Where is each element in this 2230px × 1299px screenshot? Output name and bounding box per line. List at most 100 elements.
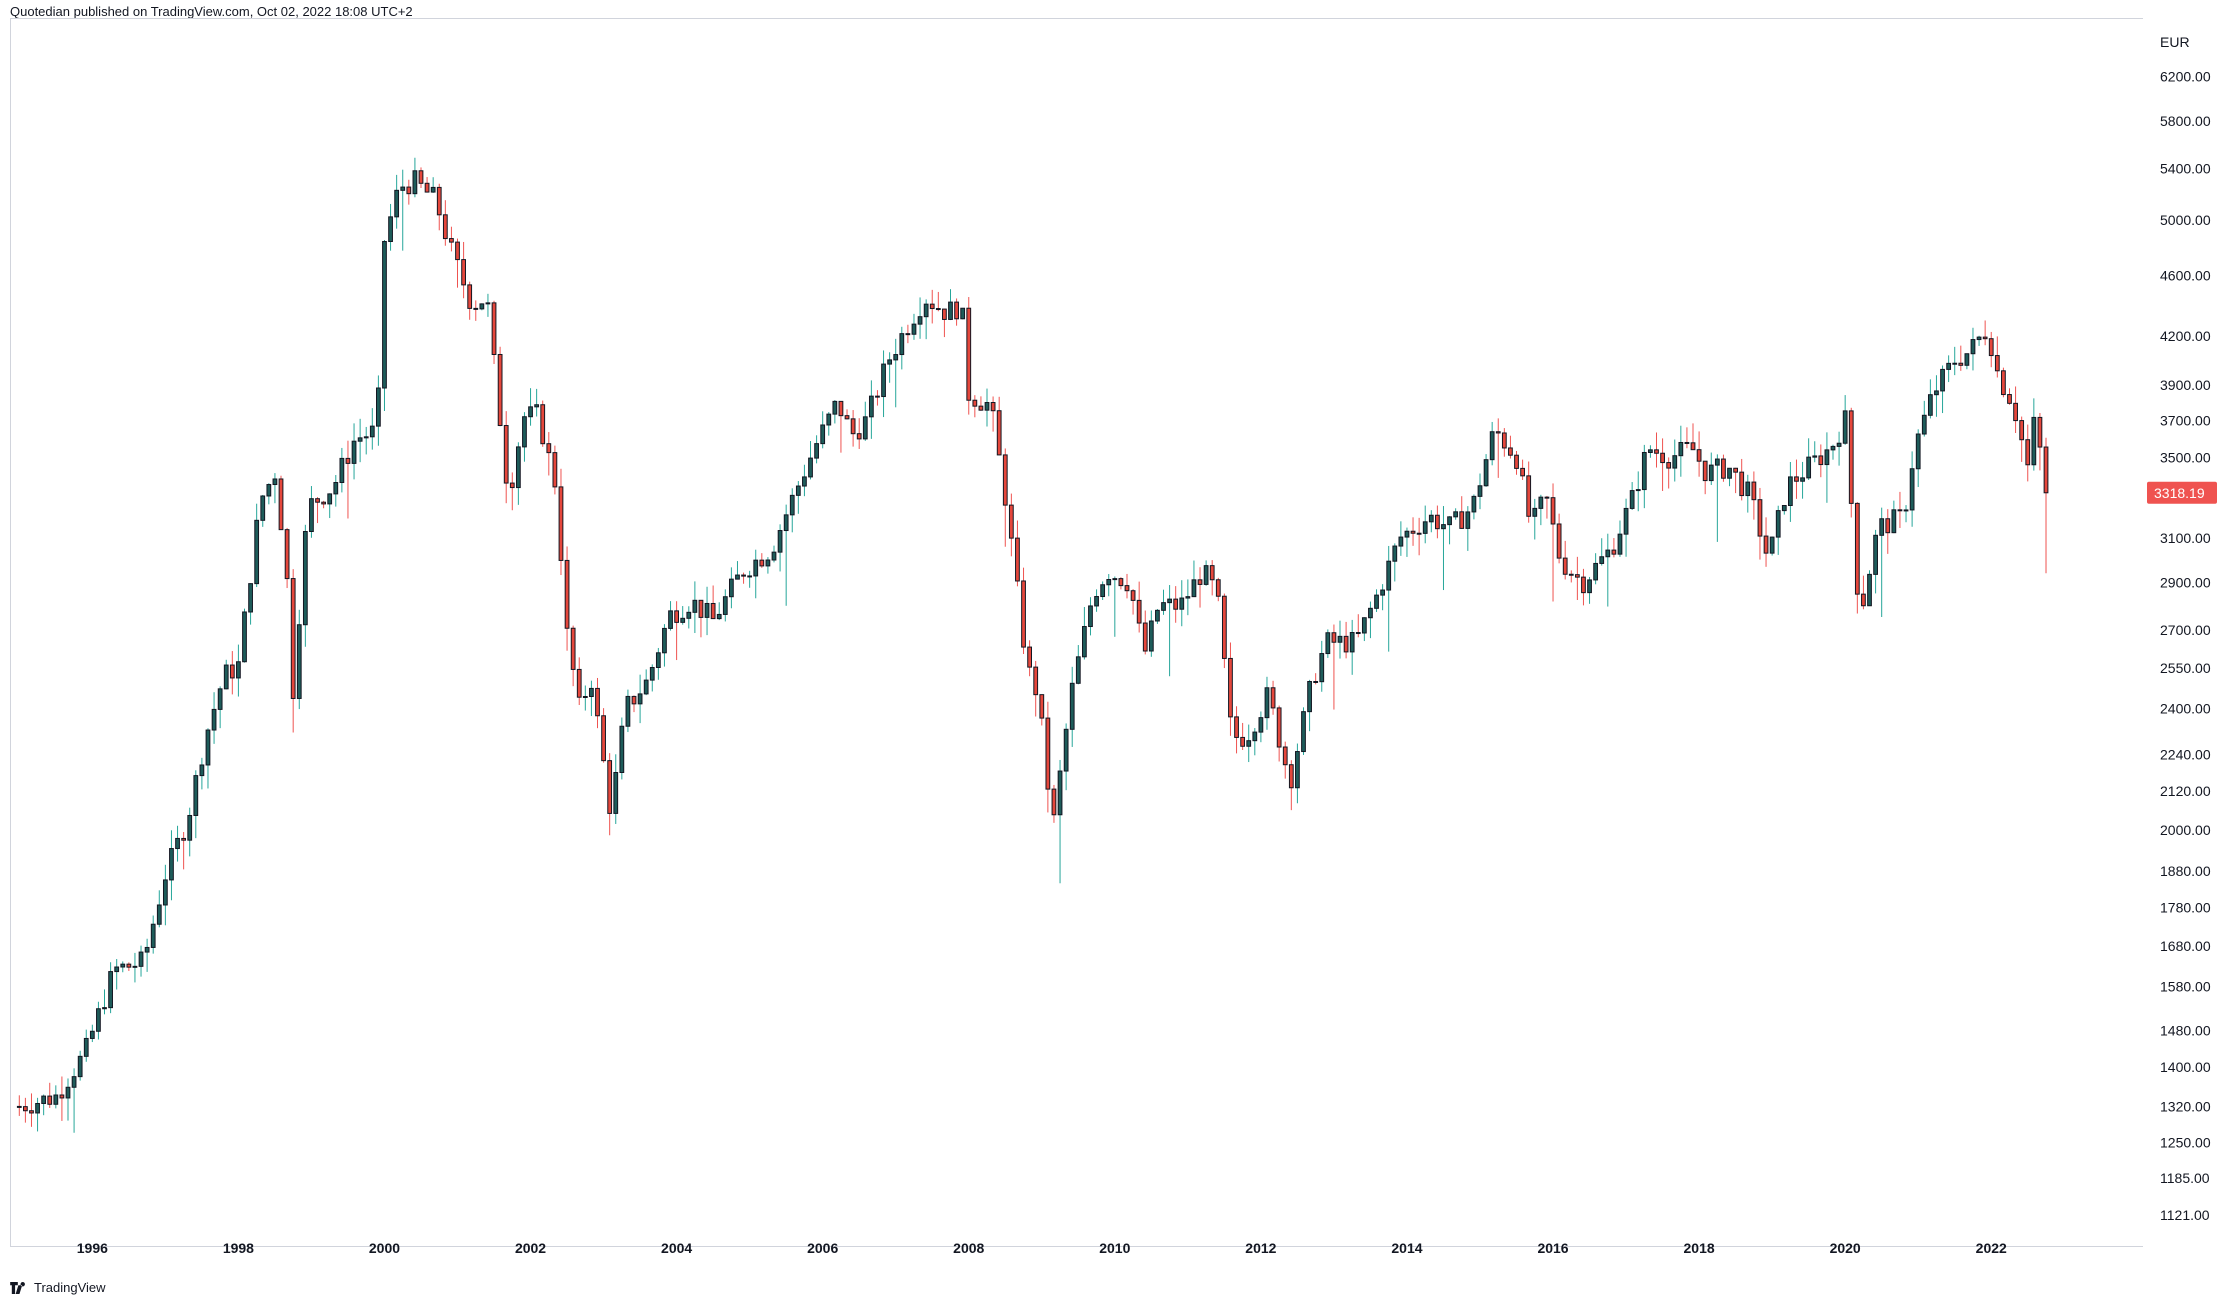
candle-down: [1739, 458, 1745, 501]
last-price-label: 3318.19: [2154, 485, 2205, 501]
candle-body: [1623, 507, 1629, 535]
candle-body: [1118, 578, 1124, 587]
candle-body: [290, 578, 296, 699]
candle-body: [1404, 530, 1410, 538]
candle-body: [1885, 518, 1891, 534]
candle-up: [1155, 608, 1160, 624]
publish-info: Quotedian published on TradingView.com, …: [10, 4, 413, 19]
candle-down: [424, 177, 430, 193]
candle-body: [966, 307, 972, 401]
candle-up: [814, 435, 819, 464]
candle-body: [1398, 536, 1404, 547]
candle-up: [369, 408, 375, 450]
candle-body: [309, 498, 314, 533]
candle-body: [716, 613, 722, 620]
candle-body: [814, 443, 819, 459]
candle-up: [1088, 597, 1093, 636]
candle-down: [1763, 517, 1769, 567]
candle-body: [1021, 580, 1026, 648]
candle-body: [1416, 532, 1422, 535]
candle-body: [296, 624, 302, 699]
candle-body: [1301, 711, 1306, 753]
candle-body: [570, 627, 576, 670]
candle-body: [272, 478, 278, 486]
candle-body: [1386, 560, 1392, 591]
candle-body: [1629, 490, 1635, 509]
candle-body: [887, 359, 893, 365]
candle-up: [1970, 327, 1976, 371]
candle-body: [2019, 420, 2025, 441]
candle-up: [735, 561, 740, 580]
candle-body: [1057, 770, 1063, 816]
candle-down: [856, 418, 862, 449]
candle-up: [1191, 560, 1197, 598]
candle-body: [132, 965, 138, 968]
candle-down: [278, 475, 284, 531]
candle-up: [1082, 607, 1087, 660]
y-tick-label: 1250.00: [2160, 1135, 2211, 1151]
candle-body: [686, 611, 692, 619]
candle-body: [1934, 390, 1939, 396]
candle-down: [607, 753, 613, 836]
candle-body: [1976, 336, 1982, 341]
candle-up: [1258, 711, 1264, 743]
candle-body: [1368, 607, 1373, 619]
candle-body: [729, 578, 734, 598]
candle-body: [1842, 410, 1848, 444]
x-tick-label: 2010: [1099, 1240, 1130, 1256]
candle-body: [1581, 576, 1586, 594]
candle-body: [1130, 590, 1136, 601]
candle-body: [53, 1094, 59, 1105]
candle-body: [418, 170, 424, 184]
candle-down: [2025, 424, 2031, 482]
candle-body: [1069, 682, 1075, 730]
candle-body: [1568, 573, 1574, 576]
candle-body: [114, 966, 120, 973]
candle-down: [1897, 491, 1903, 528]
candle-body: [1136, 599, 1142, 624]
candle-down: [1958, 345, 1964, 371]
candle-body: [1757, 499, 1763, 537]
candle-body: [96, 1008, 101, 1032]
candle-up: [357, 418, 363, 463]
candle-body: [1501, 432, 1507, 449]
candle-up: [1252, 728, 1258, 756]
candle-up: [765, 557, 771, 574]
candle-up: [1361, 617, 1367, 642]
candle-body: [455, 241, 460, 261]
candle-body: [1483, 459, 1489, 487]
candle-body: [1374, 594, 1379, 609]
candle-body: [1508, 447, 1513, 456]
candle-body: [1587, 579, 1592, 594]
candle-body: [333, 482, 339, 495]
candle-up: [120, 961, 126, 973]
candle-up: [582, 685, 588, 711]
candle-up: [1404, 527, 1410, 557]
candle-body: [199, 764, 205, 777]
candle-up: [1100, 581, 1106, 600]
candle-up: [1812, 441, 1818, 463]
candle-up: [692, 581, 698, 634]
candle-body: [1550, 497, 1556, 525]
candle-down: [1861, 575, 1866, 610]
candle-body: [808, 457, 813, 478]
candle-down: [1988, 331, 1994, 368]
candle-body: [1562, 557, 1568, 575]
candle-body: [1331, 632, 1337, 643]
chart-frame: [10, 18, 2143, 1247]
candle-body: [1970, 339, 1976, 355]
candle-down: [1130, 589, 1136, 615]
candle-body: [120, 963, 126, 968]
candle-up: [1769, 536, 1775, 556]
candle-body: [1514, 454, 1519, 469]
candle-down: [540, 400, 546, 447]
candle-body: [972, 399, 978, 407]
candle-body: [1897, 509, 1903, 512]
candle-down: [1234, 706, 1239, 754]
candle-body: [1197, 579, 1203, 585]
candle-down: [29, 1093, 34, 1127]
candle-up: [1538, 494, 1544, 526]
candle-body: [205, 729, 211, 766]
candle-up: [534, 388, 540, 417]
